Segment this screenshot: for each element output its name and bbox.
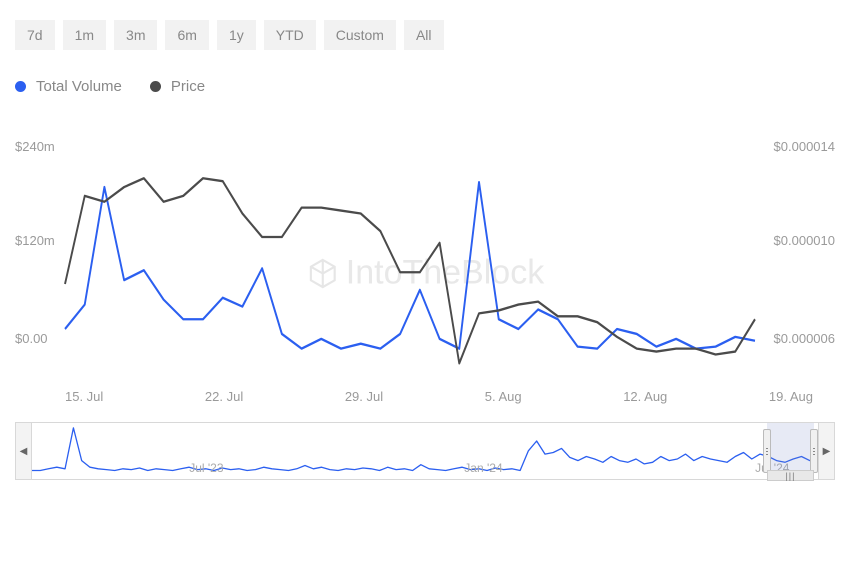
legend-label: Total Volume (36, 78, 122, 95)
range-ytd[interactable]: YTD (264, 20, 316, 50)
y-left-tick: $120m (15, 233, 55, 248)
y-right-tick: $0.000006 (774, 331, 835, 346)
range-7d[interactable]: 7d (15, 20, 55, 50)
legend-label: Price (171, 78, 205, 95)
range-custom[interactable]: Custom (324, 20, 396, 50)
navigator-tick: Jul '23 (189, 461, 223, 475)
nav-left-button[interactable]: ◀ (16, 423, 32, 479)
navigator-handle-left[interactable] (763, 429, 771, 473)
y-left-tick: $240m (15, 139, 55, 154)
legend-item: Price (150, 78, 205, 95)
y-right-tick: $0.000014 (774, 139, 835, 154)
main-chart: $240m $120m $0.00 $0.000014 $0.000010 $0… (15, 143, 835, 403)
range-1m[interactable]: 1m (63, 20, 106, 50)
navigator-tick: Jan '24 (464, 461, 502, 475)
legend-dot-icon (15, 81, 26, 92)
range-6m[interactable]: 6m (165, 20, 208, 50)
y-right-tick: $0.000010 (774, 233, 835, 248)
range-1y[interactable]: 1y (217, 20, 256, 50)
navigator: ◀ Jul '23Jan '24Jul '24||| ▶ (15, 422, 835, 480)
range-3m[interactable]: 3m (114, 20, 157, 50)
navigator-handle-right[interactable] (810, 429, 818, 473)
legend-item: Total Volume (15, 78, 122, 95)
range-button-group: 7d 1m 3m 6m 1y YTD Custom All (15, 20, 835, 50)
chart-plot (65, 143, 755, 378)
y-left-tick: $0.00 (15, 331, 48, 346)
range-all[interactable]: All (404, 20, 444, 50)
navigator-scroll-thumb[interactable]: ||| (767, 470, 814, 481)
legend-dot-icon (150, 81, 161, 92)
nav-right-button[interactable]: ▶ (818, 423, 834, 479)
navigator-plot[interactable]: Jul '23Jan '24Jul '24||| (32, 423, 818, 479)
chart-legend: Total Volume Price (15, 78, 835, 95)
